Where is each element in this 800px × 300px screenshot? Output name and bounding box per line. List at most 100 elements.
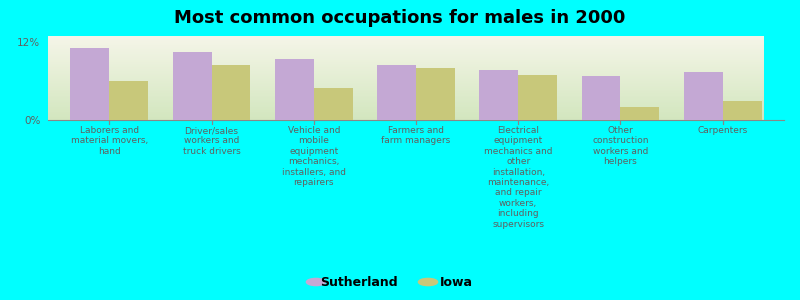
Bar bbox=[48, 54, 763, 55]
Bar bbox=[48, 109, 763, 110]
Bar bbox=[48, 46, 763, 47]
Bar bbox=[479, 70, 518, 120]
Bar bbox=[48, 39, 763, 40]
Bar bbox=[48, 118, 763, 119]
Bar bbox=[48, 111, 763, 112]
Bar bbox=[48, 74, 763, 75]
Bar bbox=[48, 58, 763, 59]
Bar bbox=[48, 81, 763, 82]
Bar bbox=[48, 86, 763, 87]
Bar bbox=[48, 107, 763, 108]
Bar bbox=[416, 68, 455, 120]
Bar bbox=[48, 36, 763, 37]
Bar bbox=[48, 49, 763, 50]
Text: Laborers and
material movers,
hand: Laborers and material movers, hand bbox=[70, 126, 148, 156]
Bar bbox=[48, 88, 763, 89]
Bar bbox=[48, 52, 763, 53]
Bar bbox=[48, 72, 763, 73]
Bar bbox=[48, 59, 763, 60]
Bar bbox=[48, 45, 763, 46]
Bar bbox=[48, 64, 763, 65]
Bar bbox=[48, 53, 763, 54]
Bar bbox=[48, 87, 763, 88]
Bar bbox=[518, 75, 557, 120]
Bar bbox=[48, 44, 763, 45]
Bar bbox=[48, 117, 763, 118]
Bar bbox=[48, 73, 763, 74]
Bar bbox=[48, 71, 763, 72]
Text: Driver/sales
workers and
truck drivers: Driver/sales workers and truck drivers bbox=[182, 126, 241, 156]
Bar bbox=[48, 104, 763, 105]
Circle shape bbox=[418, 278, 438, 286]
Bar bbox=[48, 102, 763, 103]
Bar bbox=[48, 61, 763, 62]
Bar bbox=[48, 82, 763, 83]
Bar bbox=[48, 68, 763, 69]
Bar bbox=[48, 114, 763, 115]
Bar bbox=[275, 58, 314, 120]
Bar bbox=[48, 89, 763, 90]
Bar bbox=[48, 83, 763, 84]
Bar bbox=[48, 101, 763, 102]
Bar bbox=[48, 67, 763, 68]
Bar bbox=[48, 99, 763, 100]
Bar bbox=[70, 48, 110, 120]
Bar bbox=[48, 98, 763, 99]
Bar bbox=[48, 47, 763, 48]
Bar bbox=[48, 55, 763, 56]
Bar bbox=[48, 97, 763, 98]
Bar bbox=[48, 116, 763, 117]
Text: Iowa: Iowa bbox=[440, 275, 473, 289]
Bar bbox=[582, 76, 621, 120]
Bar bbox=[48, 96, 763, 97]
Bar bbox=[48, 48, 763, 49]
Text: Sutherland: Sutherland bbox=[320, 275, 398, 289]
Bar bbox=[48, 37, 763, 38]
Text: Other
construction
workers and
helpers: Other construction workers and helpers bbox=[592, 126, 649, 166]
Bar bbox=[48, 94, 763, 95]
Bar bbox=[377, 65, 416, 120]
Bar bbox=[48, 110, 763, 111]
Bar bbox=[48, 93, 763, 94]
Bar bbox=[48, 108, 763, 109]
Bar bbox=[48, 65, 763, 66]
Bar bbox=[173, 52, 211, 120]
Bar bbox=[48, 75, 763, 76]
Bar bbox=[48, 112, 763, 113]
Bar bbox=[211, 65, 250, 120]
Bar bbox=[48, 113, 763, 114]
Circle shape bbox=[306, 278, 326, 286]
Bar bbox=[48, 63, 763, 64]
Bar bbox=[48, 77, 763, 78]
Text: Farmers and
farm managers: Farmers and farm managers bbox=[382, 126, 450, 146]
Bar bbox=[48, 62, 763, 63]
Bar bbox=[48, 51, 763, 52]
Text: Carpenters: Carpenters bbox=[698, 126, 748, 135]
Bar bbox=[48, 85, 763, 86]
Bar bbox=[48, 106, 763, 107]
Text: Electrical
equipment
mechanics and
other
installation,
maintenance,
and repair
w: Electrical equipment mechanics and other… bbox=[484, 126, 553, 229]
Text: Most common occupations for males in 2000: Most common occupations for males in 200… bbox=[174, 9, 626, 27]
Bar bbox=[621, 107, 659, 120]
Bar bbox=[48, 66, 763, 67]
Bar bbox=[48, 69, 763, 70]
Bar bbox=[48, 92, 763, 93]
Bar bbox=[48, 50, 763, 51]
Bar bbox=[314, 88, 353, 120]
Bar bbox=[48, 85, 763, 86]
Bar bbox=[48, 60, 763, 61]
Bar bbox=[48, 115, 763, 116]
Bar bbox=[48, 79, 763, 80]
Bar bbox=[48, 103, 763, 104]
Bar bbox=[110, 81, 148, 120]
Bar bbox=[48, 119, 763, 120]
Bar bbox=[48, 57, 763, 58]
Bar bbox=[48, 41, 763, 42]
Bar bbox=[48, 100, 763, 101]
Bar bbox=[48, 91, 763, 92]
Text: Vehicle and
mobile
equipment
mechanics,
installers, and
repairers: Vehicle and mobile equipment mechanics, … bbox=[282, 126, 346, 187]
Bar bbox=[722, 100, 762, 120]
Bar bbox=[48, 70, 763, 71]
Bar bbox=[48, 95, 763, 96]
Bar bbox=[48, 76, 763, 77]
